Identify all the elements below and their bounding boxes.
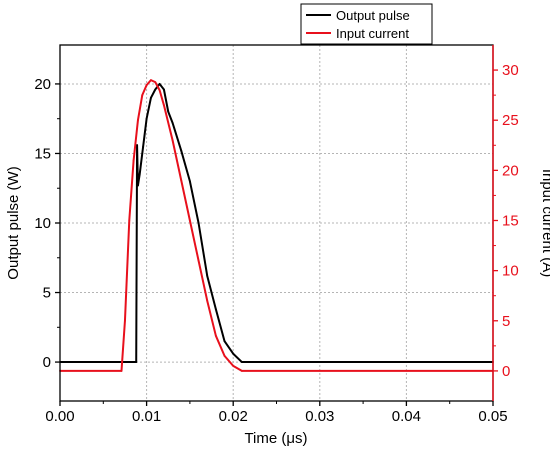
right-y-tick-label: 0: [502, 363, 510, 380]
data-point-input-current: [197, 259, 200, 262]
data-point-input-current: [150, 79, 152, 81]
data-point-input-current: [154, 81, 157, 83]
x-tick-label: 0.05: [478, 408, 507, 425]
data-point-output-pulse: [154, 88, 157, 91]
data-point-output-pulse: [158, 83, 161, 85]
data-point-output-pulse: [145, 117, 148, 120]
data-point-output-pulse: [189, 180, 191, 183]
data-point-input-current: [137, 119, 139, 122]
data-point-input-current: [240, 370, 243, 372]
data-point-input-current: [128, 219, 131, 222]
data-point-input-current: [145, 84, 148, 87]
left-y-tick-label: 20: [34, 76, 51, 93]
data-point-input-current: [214, 334, 217, 337]
series-layer: [59, 79, 494, 372]
legend-label-input-current: Input current: [336, 26, 409, 41]
left-y-tick-label: 0: [43, 354, 51, 371]
data-point-input-current: [124, 319, 126, 322]
data-point-output-pulse: [142, 145, 145, 148]
x-tick-label: 0.02: [219, 408, 248, 425]
data-point-input-current: [232, 365, 235, 367]
x-axis: 0.00 0.01 0.02 0.03 0.04 0.05: [45, 401, 508, 425]
series-line-input-current: [60, 79, 493, 372]
right-y-tick-label: 10: [502, 263, 519, 280]
data-point-input-current: [141, 94, 144, 97]
data-point-output-pulse: [197, 222, 200, 224]
x-tick-label: 0.03: [305, 408, 334, 425]
data-point-input-current: [163, 104, 165, 107]
legend-box: [300, 3, 433, 45]
x-tick-label: 0.00: [45, 408, 74, 425]
data-point-output-pulse: [163, 88, 165, 91]
legend: Output pulse Input current: [300, 3, 433, 45]
left-y-axis: 0 5 10 15 20: [34, 76, 60, 371]
data-point-output-pulse: [135, 361, 138, 363]
data-point-input-current: [171, 139, 174, 142]
right-y-tick-label: 5: [502, 313, 510, 330]
data-point-output-pulse: [132, 361, 135, 363]
data-point-output-pulse: [137, 184, 139, 187]
legend-label-output-pulse: Output pulse: [336, 8, 410, 23]
data-point-output-pulse: [240, 361, 243, 363]
data-point-output-pulse: [171, 121, 174, 124]
data-point-input-current: [158, 89, 161, 92]
data-point-output-pulse: [150, 96, 152, 99]
data-point-input-current: [120, 370, 123, 372]
data-point-output-pulse: [223, 340, 226, 343]
right-y-tick-label: 30: [502, 62, 519, 79]
data-point-output-pulse: [136, 144, 138, 147]
left-y-tick-label: 15: [34, 145, 51, 162]
series-output-pulse: [59, 82, 494, 364]
right-y-axis: 0 5 10 15 20 25 30: [492, 45, 519, 401]
data-point-output-pulse: [180, 149, 183, 152]
left-y-axis-label: Output pulse (W): [5, 166, 22, 279]
data-point-input-current: [206, 299, 209, 302]
data-point-output-pulse: [138, 173, 141, 176]
x-axis-label: Time (μs): [244, 430, 307, 447]
data-point-input-current: [180, 179, 183, 182]
right-y-tick-label: 20: [502, 162, 519, 179]
right-y-tick-label: 15: [502, 212, 519, 229]
data-point-input-current: [189, 219, 191, 222]
data-point-input-current: [132, 159, 135, 162]
data-point-input-current: [223, 354, 226, 357]
left-y-tick-label: 10: [34, 215, 51, 232]
right-y-tick-label: 25: [502, 112, 519, 129]
left-y-tick-label: 5: [43, 285, 51, 302]
data-point-output-pulse: [167, 110, 170, 113]
data-point-output-pulse: [232, 352, 235, 355]
x-tick-label: 0.01: [132, 408, 161, 425]
data-point-output-pulse: [206, 274, 209, 277]
data-point-output-pulse: [214, 308, 217, 311]
x-tick-label: 0.04: [392, 408, 421, 425]
right-y-axis-label: Input current (A): [539, 169, 550, 277]
